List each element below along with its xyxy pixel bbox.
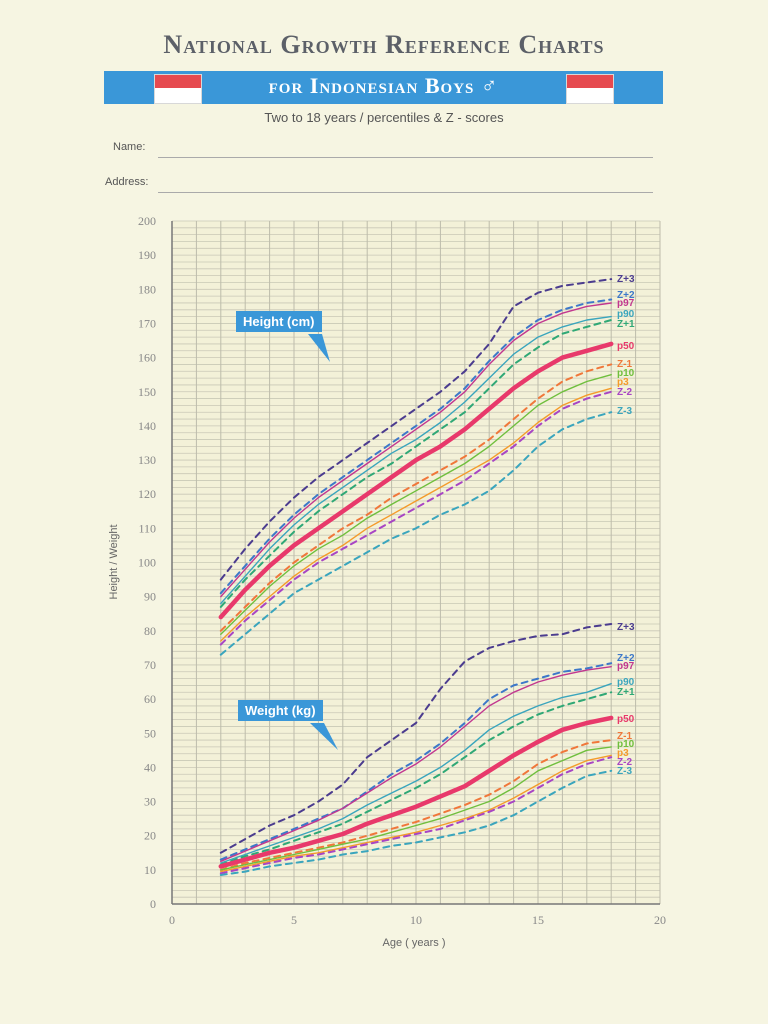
weight-curve-p10: [220, 746, 612, 871]
x-tick-label: 10: [410, 913, 422, 927]
name-label: Name:: [113, 141, 146, 153]
height-curve-p3: [220, 387, 612, 642]
y-tick-label: 40: [144, 760, 156, 774]
y-tick-label: 180: [138, 282, 156, 296]
y-tick-label: 90: [144, 590, 156, 604]
height-series-label: p90: [617, 309, 635, 320]
weight-curve-p50: [218, 715, 614, 869]
y-tick-label: 20: [144, 829, 156, 843]
address-label: Address:: [105, 176, 149, 188]
weight-curve-p3: [220, 754, 612, 873]
y-tick-label: 80: [144, 624, 156, 638]
weight-series-label: Z+1: [617, 687, 635, 698]
weight-series-label: Z-3: [617, 766, 632, 777]
y-tick-label: 170: [138, 316, 156, 330]
height-curve-zminus3: [219, 411, 613, 656]
indonesia-flag-icon: [566, 74, 614, 104]
weight-bubble-tail: [310, 723, 338, 750]
height-curve-p97: [220, 302, 612, 598]
y-tick-label: 70: [144, 658, 156, 672]
height-series-label: Z-2: [617, 387, 632, 398]
height-bubble-tail: [308, 334, 330, 362]
height-curve-zminus2: [219, 390, 613, 646]
subtitle: Two to 18 years / percentiles & Z - scor…: [264, 110, 504, 125]
weight-curve-p90: [220, 683, 612, 864]
x-axis-label: Age ( years ): [383, 937, 446, 949]
weight-series-label: p10: [617, 739, 635, 750]
y-tick-label: 140: [138, 419, 156, 433]
y-tick-label: 30: [144, 795, 156, 809]
indonesia-flag-icon: [154, 74, 202, 104]
height-curve-p10: [220, 374, 612, 635]
weight-series-label: p97: [617, 661, 635, 672]
banner-text: for Indonesian Boys ♂: [268, 73, 499, 98]
weight-curve-zminus1: [219, 739, 613, 871]
x-tick-label: 5: [291, 913, 297, 927]
weight-curve-zminus3: [219, 769, 613, 876]
height-series-label: p10: [617, 368, 635, 379]
y-tick-label: 120: [138, 487, 156, 501]
height-curve-p90: [220, 315, 612, 605]
height-annotation: Height (cm): [236, 311, 322, 332]
y-tick-label: 0: [150, 897, 156, 911]
weight-curve-zplus3: [219, 623, 613, 854]
y-tick-label: 110: [138, 521, 156, 535]
height-curve-zplus2: [219, 298, 613, 595]
weight-curve-p97: [220, 666, 612, 862]
height-series-label: p97: [617, 298, 635, 309]
height-series-label: Z-3: [617, 406, 632, 417]
height-series-label: p3: [617, 377, 629, 388]
x-tick-label: 15: [532, 913, 544, 927]
y-tick-label: 190: [138, 248, 156, 262]
height-series-label: Z+3: [617, 274, 635, 285]
height-series-label: Z+2: [617, 290, 635, 301]
x-tick-label: 20: [654, 913, 666, 927]
y-tick-label: 150: [138, 385, 156, 399]
weight-curve-zminus2: [219, 756, 613, 875]
y-tick-label: 10: [144, 863, 156, 877]
y-tick-label: 100: [138, 556, 156, 570]
y-tick-label: 160: [138, 351, 156, 365]
height-curve-zplus3: [219, 278, 613, 581]
y-tick-label: 130: [138, 453, 156, 467]
height-series-label: p50: [617, 341, 635, 352]
weight-series-label: Z+3: [617, 622, 635, 633]
height-series-label: Z+1: [617, 319, 635, 330]
y-tick-label: 50: [144, 726, 156, 740]
y-tick-label: 200: [138, 214, 156, 228]
weight-series-label: Z-1: [617, 731, 632, 742]
address-field[interactable]: [158, 192, 653, 193]
height-curve-zplus1: [219, 319, 613, 608]
weight-series-label: Z-2: [617, 757, 632, 768]
weight-series-label: Z+2: [617, 653, 635, 664]
name-field[interactable]: [158, 157, 653, 158]
weight-series-label: p50: [617, 714, 635, 725]
weight-series-label: p90: [617, 677, 635, 688]
weight-annotation: Weight (kg): [238, 700, 323, 721]
height-curve-zminus1: [219, 363, 613, 632]
weight-curve-zplus1: [219, 691, 613, 866]
weight-series-label: p3: [617, 748, 629, 759]
banner: for Indonesian Boys ♂: [104, 71, 663, 104]
page-title: National Growth Reference Charts: [163, 30, 605, 59]
y-tick-label: 60: [144, 692, 156, 706]
height-series-label: Z-1: [617, 359, 632, 370]
height-curve-p50: [218, 341, 614, 620]
x-tick-label: 0: [169, 913, 175, 927]
weight-curve-zplus2: [219, 662, 613, 861]
y-axis-label: Height / Weight: [108, 524, 120, 599]
